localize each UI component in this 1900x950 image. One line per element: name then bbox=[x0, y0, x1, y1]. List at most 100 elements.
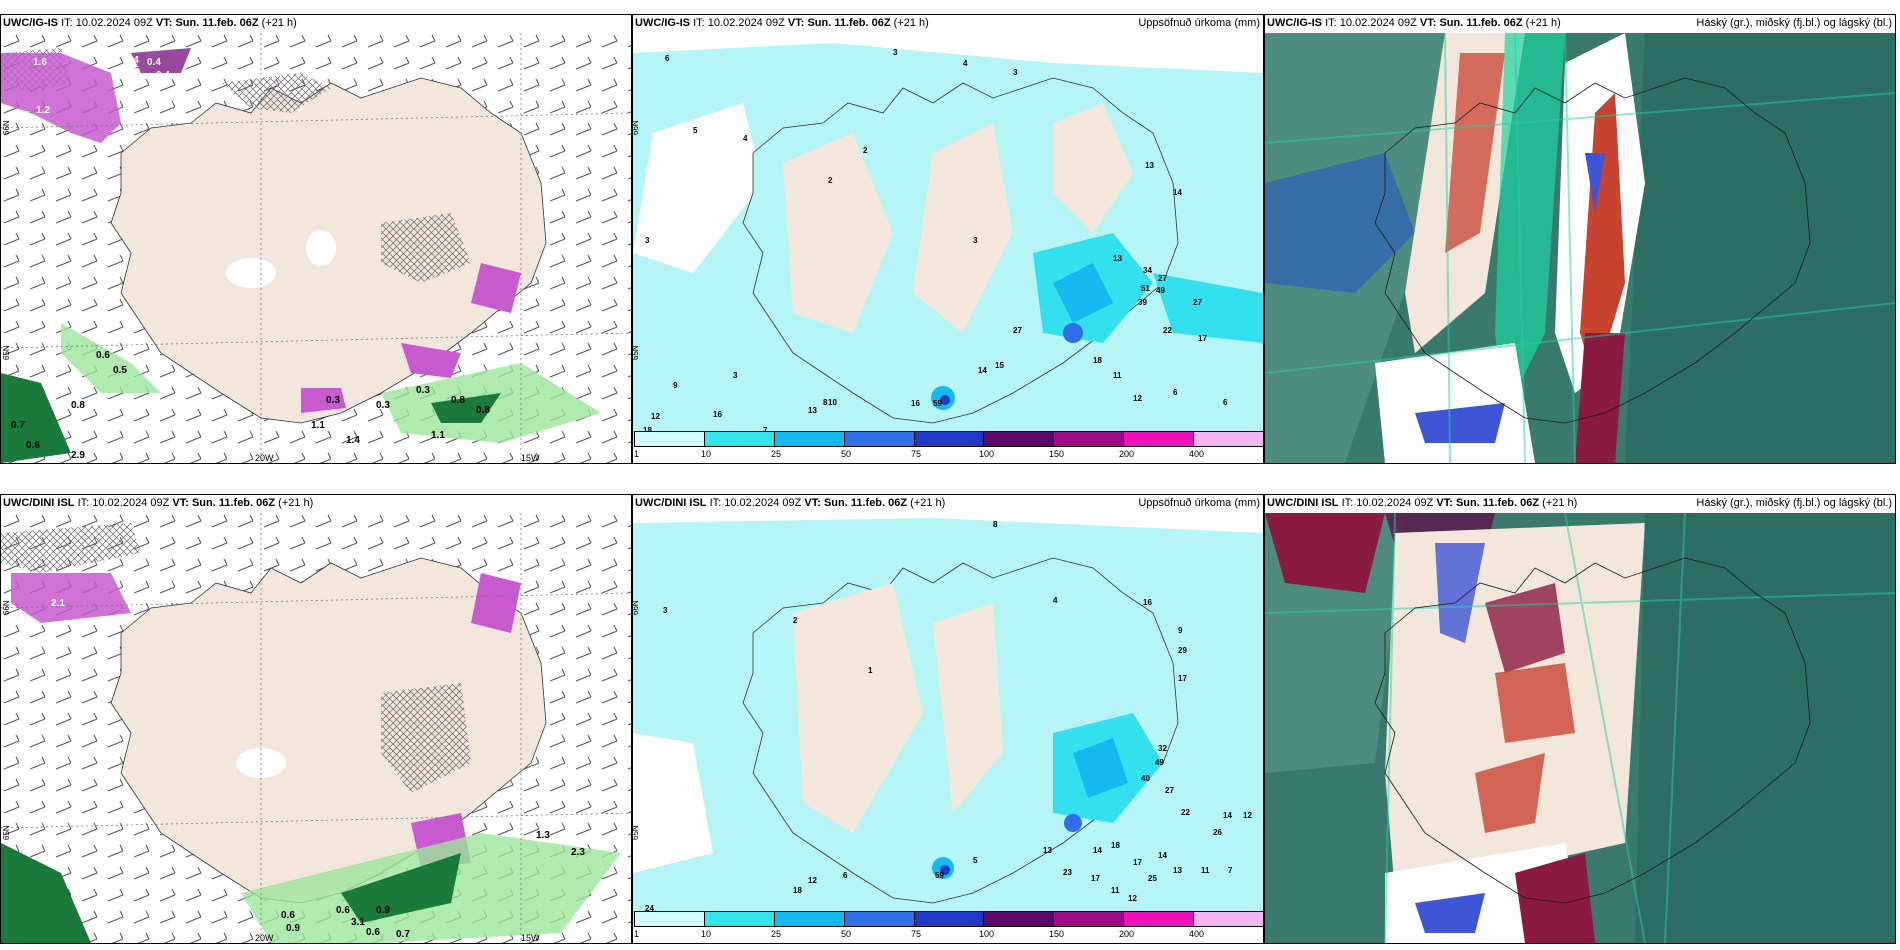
colorbar-bin bbox=[844, 432, 915, 446]
colorbar-bin bbox=[704, 432, 775, 446]
precip-value: 0.6 bbox=[26, 440, 40, 451]
colorbar-label: 150 bbox=[1049, 929, 1065, 939]
vt-value: Sun. 11.feb. 06Z bbox=[175, 17, 259, 29]
colorbar-label: 50 bbox=[841, 929, 852, 939]
lon-tick: 20W bbox=[255, 453, 274, 463]
cloud-map bbox=[1265, 33, 1895, 463]
it-value: 10.02.2024 09Z bbox=[1356, 497, 1434, 509]
panel-title: UWC/IG-IS IT: 10.02.2024 09Z VT: Sun. 11… bbox=[3, 17, 297, 29]
precip-value: 3 bbox=[663, 606, 668, 615]
precip-value: 26 bbox=[1213, 828, 1222, 837]
colorbar-bin bbox=[914, 912, 985, 926]
colorbar-bin bbox=[635, 912, 705, 926]
precip-value: 17 bbox=[1091, 874, 1100, 883]
model-name: UWC/IG-IS bbox=[3, 17, 58, 29]
it-value: 10.02.2024 09Z bbox=[92, 497, 170, 509]
colorbar-bin bbox=[1194, 432, 1263, 446]
precip-value: 13 bbox=[1145, 161, 1154, 170]
snow-value: 0.4 bbox=[125, 55, 139, 66]
precip-value: 15 bbox=[995, 361, 1004, 370]
panel-title: UWC/DINI ISL IT: 10.02.2024 09Z VT: Sun.… bbox=[635, 497, 945, 509]
precip-value: 1 bbox=[868, 666, 873, 675]
lat-tick: 65N bbox=[632, 825, 640, 840]
lat-tick: 65N bbox=[2, 345, 11, 360]
lon-tick: 15W bbox=[521, 453, 540, 463]
snow-value: 3.1 bbox=[26, 623, 40, 634]
panel-top-left: UWC/IG-IS IT: 10.02.2024 09Z VT: Sun. 11… bbox=[0, 14, 632, 464]
lat-tick: 65N bbox=[2, 825, 11, 840]
precip-value: 0.6 bbox=[336, 905, 350, 916]
colorbar-label: 100 bbox=[979, 449, 995, 459]
precip-value: 0.6 bbox=[96, 350, 110, 361]
precip-value: 13 bbox=[1043, 846, 1052, 855]
precip-value: 14 bbox=[1173, 188, 1182, 197]
precip-value: 5 bbox=[693, 126, 698, 135]
snow-value: 2.1 bbox=[51, 598, 65, 609]
iceland-outline bbox=[1374, 77, 1811, 424]
precip-value: 11 bbox=[1201, 866, 1210, 875]
precip-value: 32 bbox=[1158, 744, 1167, 753]
snow-value: 0.4 bbox=[147, 57, 161, 68]
precip-value: 2 bbox=[793, 616, 798, 625]
precip-value: 6 bbox=[843, 871, 848, 880]
precip-value: 5 bbox=[973, 856, 978, 865]
vt-label: VT: bbox=[804, 497, 821, 509]
precip-value: 7 bbox=[763, 426, 768, 435]
precip-value: 0.5 bbox=[113, 365, 127, 376]
colorbar-bin bbox=[774, 432, 845, 446]
it-label: IT: bbox=[709, 497, 722, 509]
colorbar-label: 1 bbox=[634, 449, 640, 459]
panel-top-right: UWC/IG-IS IT: 10.02.2024 09Z VT: Sun. 11… bbox=[1264, 14, 1896, 464]
precip-value: 25 bbox=[1148, 874, 1157, 883]
precip-value: 4 bbox=[1053, 596, 1058, 605]
colorbar-label: 150 bbox=[1049, 449, 1065, 459]
lat-tick: 66N bbox=[2, 600, 11, 615]
colorbar-label: 200 bbox=[1119, 929, 1135, 939]
precip-value: 6 bbox=[665, 54, 670, 63]
colorbar-label: 25 bbox=[771, 449, 782, 459]
panel-bottom-left: UWC/DINI ISL IT: 10.02.2024 09Z VT: Sun.… bbox=[0, 494, 632, 944]
precip-value: 23 bbox=[1063, 868, 1072, 877]
precip-value: 12 bbox=[808, 876, 817, 885]
lat-tick: 66N bbox=[632, 120, 640, 135]
precip-value: 16 bbox=[1143, 598, 1152, 607]
precip-colorbar bbox=[634, 431, 1263, 447]
lat-tick: 66N bbox=[2, 120, 11, 135]
lat-tick: 66N bbox=[632, 600, 640, 615]
vt-label: VT: bbox=[1436, 497, 1453, 509]
lead-time: (+21 h) bbox=[910, 497, 946, 509]
precip-value: 34 bbox=[1143, 266, 1152, 275]
model-name: UWC/DINI ISL bbox=[635, 497, 707, 509]
precip-value: 0.3 bbox=[416, 385, 430, 396]
iceland-land bbox=[110, 557, 547, 904]
precip-value: 11 bbox=[1111, 886, 1120, 895]
colorbar-bin bbox=[1124, 432, 1195, 446]
precip-value: 12 bbox=[1128, 894, 1137, 903]
precip-value: 9 bbox=[673, 381, 678, 390]
colorbar-bin bbox=[914, 432, 985, 446]
precip-value: 1.3 bbox=[536, 830, 550, 841]
model-name: UWC/IG-IS bbox=[635, 17, 690, 29]
it-value: 10.02.2024 09Z bbox=[1339, 17, 1417, 29]
iceland-outline bbox=[1374, 557, 1811, 904]
model-name: UWC/IG-IS bbox=[1267, 17, 1322, 29]
vt-label: VT: bbox=[787, 17, 805, 29]
colorbar-label: 100 bbox=[979, 929, 995, 939]
colorbar-label: 25 bbox=[771, 929, 782, 939]
it-value: 10.02.2024 09Z bbox=[75, 17, 153, 29]
precip-value: 39 bbox=[1138, 298, 1147, 307]
precip-value: 14 bbox=[978, 366, 987, 375]
snow-value: 2.5 bbox=[16, 110, 30, 121]
precip-value: 16 bbox=[713, 410, 722, 419]
precip-value: 2 bbox=[828, 176, 833, 185]
precip-value: 18 bbox=[1111, 841, 1120, 850]
precip-value: 12 bbox=[1243, 811, 1252, 820]
precip-value: 49 bbox=[1155, 758, 1164, 767]
precip-value: 18 bbox=[643, 426, 652, 435]
panel-title: UWC/DINI ISL IT: 10.02.2024 09Z VT: Sun.… bbox=[3, 497, 313, 509]
panel-title: UWC/DINI ISL IT: 10.02.2024 09Z VT: Sun.… bbox=[1267, 497, 1577, 509]
precip-value: 6 bbox=[1223, 398, 1228, 407]
precip-value: 0.8 bbox=[476, 405, 490, 416]
precip-value: 6 bbox=[1173, 388, 1178, 397]
precip-value: 24 bbox=[645, 904, 654, 913]
